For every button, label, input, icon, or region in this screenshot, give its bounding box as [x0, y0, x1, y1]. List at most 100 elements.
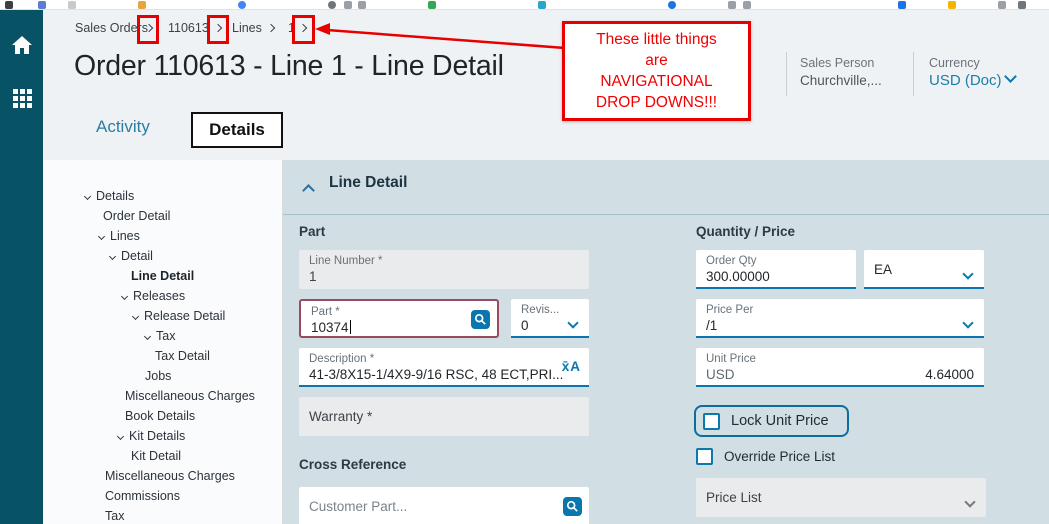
bookmark-favicon[interactable] — [898, 1, 906, 9]
tree-item-label: Tax — [156, 329, 176, 343]
chevron-up-icon — [302, 184, 315, 197]
bookmark-favicon[interactable] — [538, 1, 546, 9]
price-per-field[interactable]: Price Per /1 — [696, 299, 984, 338]
field-value: 4.64000 — [925, 367, 974, 382]
annotation-line: NAVIGATIONAL — [600, 73, 713, 90]
navigation-tree: Details Order Detail Lines Detail Line Detai… — [75, 186, 278, 524]
bookmark-favicon[interactable] — [1018, 1, 1026, 9]
sales-person-block[interactable]: Sales Person Churchville,... — [800, 55, 882, 90]
tree-item-line-detail[interactable]: Line Detail — [75, 266, 278, 286]
order-qty-field[interactable]: Order Qty 300.00000 — [696, 250, 856, 289]
annotation-highlight-box-1 — [137, 15, 159, 44]
tab-details[interactable]: Details — [191, 112, 283, 148]
customer-part-field[interactable]: Customer Part... — [299, 487, 589, 524]
chevron-down-icon — [962, 268, 974, 280]
bookmark-favicon[interactable] — [358, 1, 366, 9]
field-placeholder: Customer Part... — [309, 499, 408, 514]
bookmark-favicon[interactable] — [948, 1, 956, 9]
bookmark-favicon[interactable] — [728, 1, 736, 9]
override-price-list-control[interactable]: Override Price List — [696, 448, 835, 465]
tree-item-tax-detail[interactable]: Tax Detail — [75, 346, 278, 366]
bookmark-favicon[interactable] — [743, 1, 751, 9]
tree-item-releases[interactable]: Releases — [75, 286, 278, 306]
override-price-list-checkbox[interactable] — [696, 448, 713, 465]
tree-item-label: Details — [96, 189, 135, 203]
chevron-down-icon — [120, 292, 129, 300]
tree-item-label: Tax Detail — [155, 349, 210, 363]
bookmark-favicon[interactable] — [138, 1, 146, 9]
tab-activity[interactable]: Activity — [96, 117, 150, 136]
field-label: Part * — [311, 306, 340, 318]
text-cursor — [349, 320, 351, 334]
tree-item-label: Miscellaneous Charges — [125, 389, 255, 403]
tree-item-tax[interactable]: Tax — [75, 506, 278, 524]
uom-field[interactable]: EA — [864, 250, 984, 289]
tree-item-label: Order Detail — [103, 209, 171, 223]
tree-item-book-details[interactable]: Book Details — [75, 406, 278, 426]
translate-icon[interactable]: x̄A — [561, 359, 581, 374]
home-button[interactable] — [0, 27, 43, 63]
tree-item-label: Kit Details — [129, 429, 186, 443]
divider — [913, 52, 914, 96]
part-lookup-button[interactable] — [471, 310, 490, 329]
unit-price-currency: USD — [706, 367, 735, 382]
tree-item-jobs[interactable]: Jobs — [75, 366, 278, 386]
breadcrumb-dropdown-3[interactable] — [266, 14, 276, 42]
currency-block[interactable]: Currency USD (Doc) — [929, 55, 1002, 91]
tree-item-tax[interactable]: Tax — [75, 326, 278, 346]
bookmark-favicon[interactable] — [998, 1, 1006, 9]
chevron-down-icon — [964, 496, 976, 508]
tree-item-order-detail[interactable]: Order Detail — [75, 206, 278, 226]
price-per-dropdown[interactable] — [962, 314, 974, 332]
collapse-section-button[interactable] — [302, 182, 315, 200]
uom-dropdown[interactable] — [962, 265, 974, 283]
search-icon — [474, 313, 486, 325]
bookmarks-bar — [0, 0, 1049, 10]
nav-rail — [0, 10, 43, 524]
tree-item-commissions[interactable]: Commissions — [75, 486, 278, 506]
breadcrumb-item-lines[interactable]: Lines — [232, 21, 262, 35]
bookmark-favicon[interactable] — [5, 1, 13, 9]
tree-item-detail[interactable]: Detail — [75, 246, 278, 266]
bookmark-favicon[interactable] — [344, 1, 352, 9]
tree-item-details[interactable]: Details — [75, 186, 278, 206]
chevron-down-icon — [131, 312, 140, 320]
app-menu-button[interactable] — [0, 80, 43, 116]
tree-item-miscellaneous-charges[interactable]: Miscellaneous Charges — [75, 466, 278, 486]
home-icon — [11, 36, 32, 54]
revision-field[interactable]: Revis... 0 — [511, 299, 589, 338]
bookmark-favicon[interactable] — [428, 1, 436, 9]
tree-item-lines[interactable]: Lines — [75, 226, 278, 246]
tree-item-kit-detail[interactable]: Kit Detail — [75, 446, 278, 466]
tree-item-miscellaneous-charges[interactable]: Miscellaneous Charges — [75, 386, 278, 406]
description-field[interactable]: Description * 41-3/8X15-1/4X9-9/16 RSC, … — [299, 348, 589, 387]
bookmark-favicon[interactable] — [328, 1, 336, 9]
tree-item-kit-details[interactable]: Kit Details — [75, 426, 278, 446]
customer-part-lookup-button[interactable] — [563, 497, 582, 516]
bookmark-favicon[interactable] — [668, 1, 676, 9]
breadcrumb-item-sales-orders[interactable]: Sales Orders — [75, 21, 148, 35]
bookmark-favicon[interactable] — [68, 1, 76, 9]
chevron-down-icon — [83, 192, 92, 200]
breadcrumb-item-order[interactable]: 110613 — [168, 21, 209, 35]
lock-unit-price-control[interactable]: Lock Unit Price — [694, 405, 849, 437]
chevron-down-icon — [1004, 70, 1017, 83]
unit-price-field[interactable]: Unit Price USD 4.64000 — [696, 348, 984, 387]
part-field[interactable]: Part * 10374 — [299, 299, 499, 338]
sales-person-label: Sales Person — [800, 56, 875, 70]
annotation-line: are — [645, 52, 668, 69]
revision-dropdown[interactable] — [567, 314, 579, 332]
field-label: Line Number * — [309, 255, 383, 267]
bookmark-favicon[interactable] — [38, 1, 46, 9]
tree-item-release-detail[interactable]: Release Detail — [75, 306, 278, 326]
tree-item-label: Line Detail — [131, 269, 195, 283]
group-title-quantity-price: Quantity / Price — [696, 224, 796, 239]
breadcrumb-item-line-number[interactable]: 1 — [288, 21, 295, 35]
field-value: 10374 — [311, 320, 349, 335]
group-title-part: Part — [299, 224, 326, 239]
tree-item-label: Release Detail — [144, 309, 226, 323]
currency-dropdown[interactable] — [1004, 68, 1017, 86]
field-label: Price List — [706, 490, 762, 505]
lock-unit-price-checkbox[interactable] — [703, 412, 720, 430]
bookmark-favicon[interactable] — [238, 1, 246, 9]
